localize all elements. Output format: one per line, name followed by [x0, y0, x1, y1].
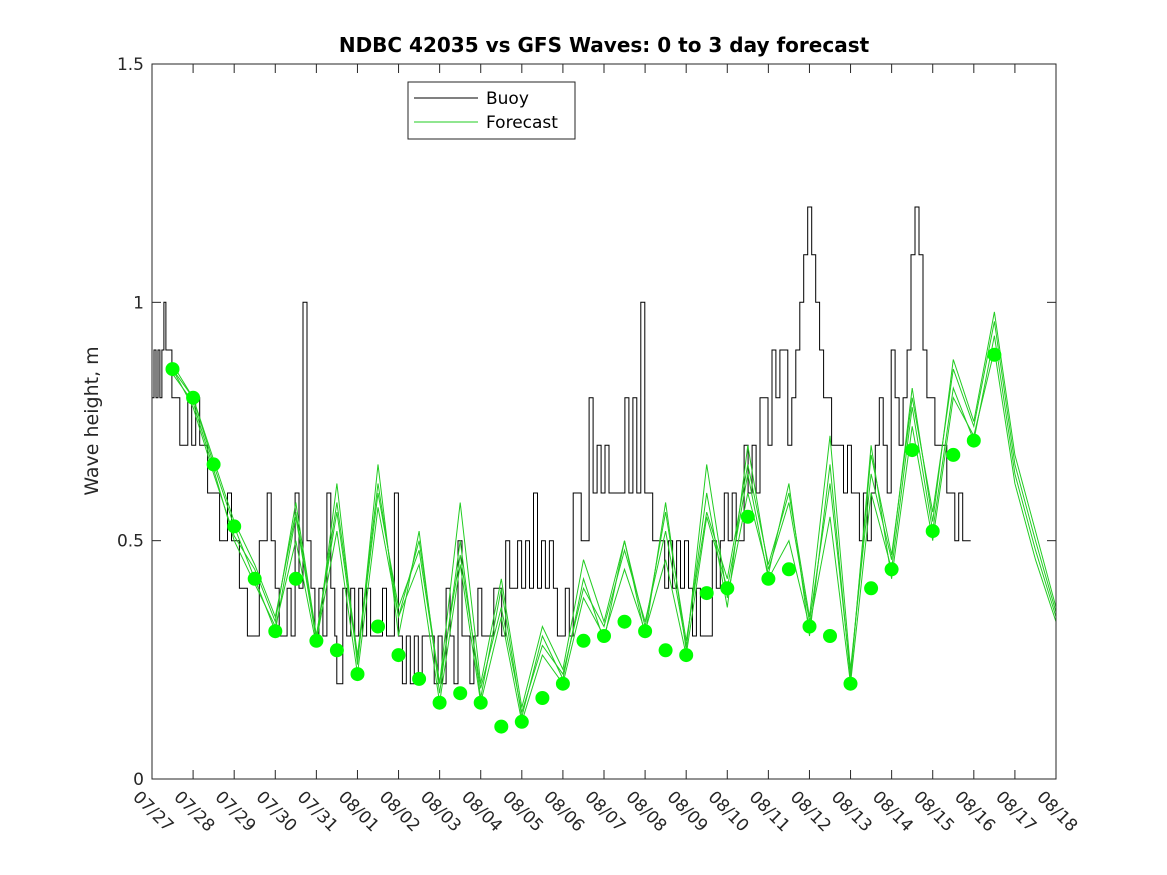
- y-axis-label: Wave height, m: [81, 346, 103, 495]
- forecast-marker: [864, 581, 879, 596]
- forecast-run-line-0: [172, 335, 1056, 722]
- forecast-marker: [905, 443, 920, 458]
- forecast-marker: [453, 686, 468, 701]
- forecast-marker: [186, 390, 201, 405]
- forecast-marker: [412, 671, 427, 686]
- forecast-run-line-3: [172, 311, 1056, 708]
- forecast-marker: [432, 695, 447, 710]
- forecast-marker: [679, 648, 694, 663]
- forecast-marker: [843, 676, 858, 691]
- forecast-marker: [761, 571, 776, 586]
- forecast-marker: [309, 633, 324, 648]
- forecast-marker: [823, 629, 837, 643]
- forecast-marker: [987, 347, 1002, 362]
- forecast-marker: [781, 562, 796, 577]
- y-tick-label: 1.5: [117, 55, 144, 75]
- y-tick-label: 0: [133, 770, 144, 790]
- forecast-marker: [699, 586, 714, 601]
- forecast-marker: [227, 519, 242, 534]
- legend: Buoy Forecast: [407, 81, 576, 140]
- forecast-marker: [494, 719, 509, 734]
- forecast-marker: [206, 457, 221, 472]
- forecast-marker: [638, 624, 653, 639]
- forecast-marker: [740, 509, 755, 524]
- forecast-marker: [247, 571, 262, 586]
- buoy-series-line: [152, 206, 971, 685]
- chart-title: NDBC 42035 vs GFS Waves: 0 to 3 day fore…: [339, 33, 870, 57]
- legend-box: [407, 81, 576, 140]
- legend-buoy-label: Buoy: [486, 89, 529, 109]
- forecast-marker: [391, 648, 406, 663]
- forecast-marker: [371, 619, 385, 634]
- forecast-marker: [884, 562, 899, 577]
- forecast-marker: [473, 695, 488, 710]
- forecast-marker: [802, 619, 817, 634]
- forecast-marker: [165, 362, 180, 377]
- forecast-marker: [617, 614, 632, 629]
- forecast-marker: [350, 667, 365, 682]
- forecast-marker: [925, 524, 940, 539]
- forecast-marker: [658, 643, 673, 658]
- forecast-marker: [966, 433, 981, 448]
- forecast-marker: [597, 629, 611, 643]
- plot-series: [152, 206, 1056, 734]
- y-tick-label: 0.5: [117, 532, 144, 552]
- forecast-marker: [329, 643, 344, 658]
- forecast-marker: [946, 447, 961, 462]
- forecast-marker: [268, 624, 283, 639]
- forecast-marker: [535, 691, 550, 705]
- legend-forecast-label: Forecast: [486, 113, 558, 133]
- forecast-marker: [576, 633, 591, 648]
- y-tick-label: 1: [133, 293, 144, 313]
- forecast-marker: [514, 714, 529, 729]
- forecast-marker: [288, 571, 303, 586]
- forecast-marker: [720, 581, 735, 596]
- forecast-marker: [555, 676, 570, 691]
- plot-area: [152, 206, 1056, 734]
